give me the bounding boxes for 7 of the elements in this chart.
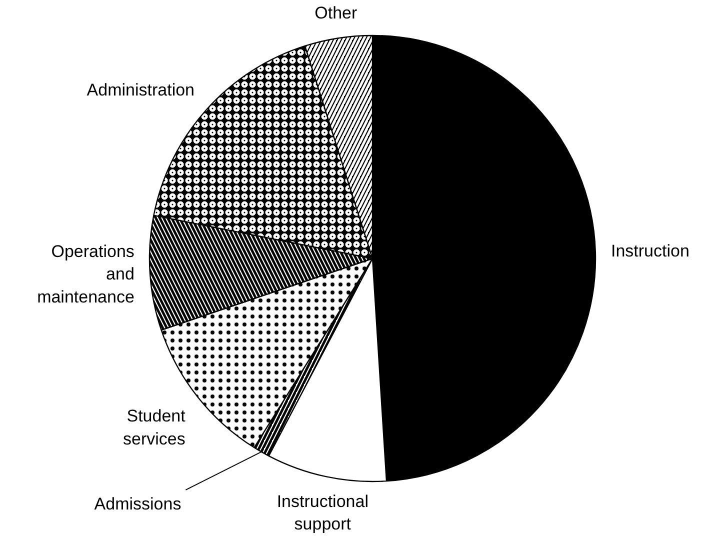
slice-label: Instructional support <box>276 492 368 534</box>
slice-label: Admissions <box>94 494 182 514</box>
slice-label: Operations and maintenance <box>37 242 134 307</box>
slice-label: Instruction <box>610 242 690 261</box>
slice-label: Other <box>314 4 358 23</box>
slice-label: Administration <box>86 80 195 100</box>
slice-label: Student services <box>123 406 186 448</box>
